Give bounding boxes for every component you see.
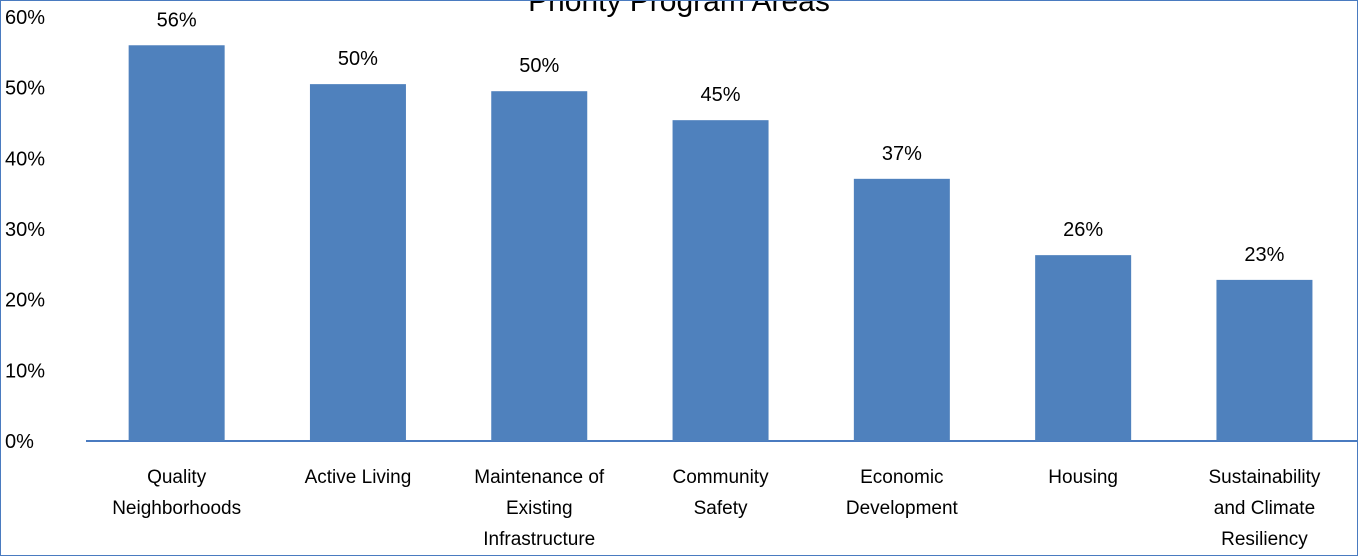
data-label: 56%	[157, 9, 197, 31]
category-label: Maintenance of Existing Infrastructure	[474, 467, 605, 550]
bar	[128, 45, 225, 442]
category-label-line: Active Living	[305, 467, 412, 488]
y-tick-label: 40%	[5, 148, 45, 170]
data-label: 50%	[338, 48, 378, 70]
category-label: Active Living	[305, 467, 412, 488]
category-label-line: Community	[673, 467, 770, 488]
y-axis-ticks: 0% 10% 20% 30% 40% 50% 60%	[5, 7, 45, 453]
bar	[309, 84, 406, 441]
category-label: Housing	[1048, 467, 1118, 488]
y-tick-label: 20%	[5, 290, 45, 312]
chart-title: Priority Program Areas	[528, 1, 830, 18]
category-label-line: Neighborhoods	[112, 498, 241, 519]
data-label: 50%	[519, 55, 559, 77]
category-label-line: Existing	[506, 498, 573, 519]
y-tick-label: 50%	[5, 78, 45, 100]
category-label-line: Sustainability	[1208, 467, 1320, 488]
category-label: Quality Neighborhoods	[112, 467, 241, 519]
category-label-line: Infrastructure	[483, 529, 595, 550]
category-label-line: Resiliency	[1221, 529, 1308, 550]
bar	[491, 91, 588, 441]
category-label: Economic Development	[846, 467, 959, 519]
category-label-line: and Climate	[1214, 498, 1315, 519]
y-tick-label: 10%	[5, 360, 45, 382]
category-label-line: Quality	[147, 467, 207, 488]
category-label-line: Development	[846, 498, 959, 519]
category-label-line: Housing	[1048, 467, 1118, 488]
category-labels: Quality Neighborhoods Active Living Mainten…	[112, 467, 1321, 550]
bar	[672, 120, 769, 441]
bar	[853, 178, 950, 441]
bar	[1216, 279, 1313, 441]
category-label: Community Safety	[673, 467, 770, 519]
category-label-line: Economic	[860, 467, 943, 488]
category-label: Sustainability and Climate Resiliency	[1208, 467, 1320, 550]
category-label-line: Maintenance of	[474, 467, 605, 488]
y-tick-label: 0%	[5, 431, 34, 453]
category-label-line: Safety	[694, 498, 748, 519]
data-labels: 56% 50% 50% 45% 37% 26% 23%	[157, 9, 1285, 266]
bar-series	[128, 45, 1313, 442]
data-label: 26%	[1063, 219, 1103, 241]
y-tick-label: 60%	[5, 7, 45, 29]
data-label: 37%	[882, 143, 922, 165]
data-label: 23%	[1244, 244, 1284, 266]
data-label: 45%	[701, 84, 741, 106]
bar	[1035, 255, 1132, 441]
y-tick-label: 30%	[5, 219, 45, 241]
